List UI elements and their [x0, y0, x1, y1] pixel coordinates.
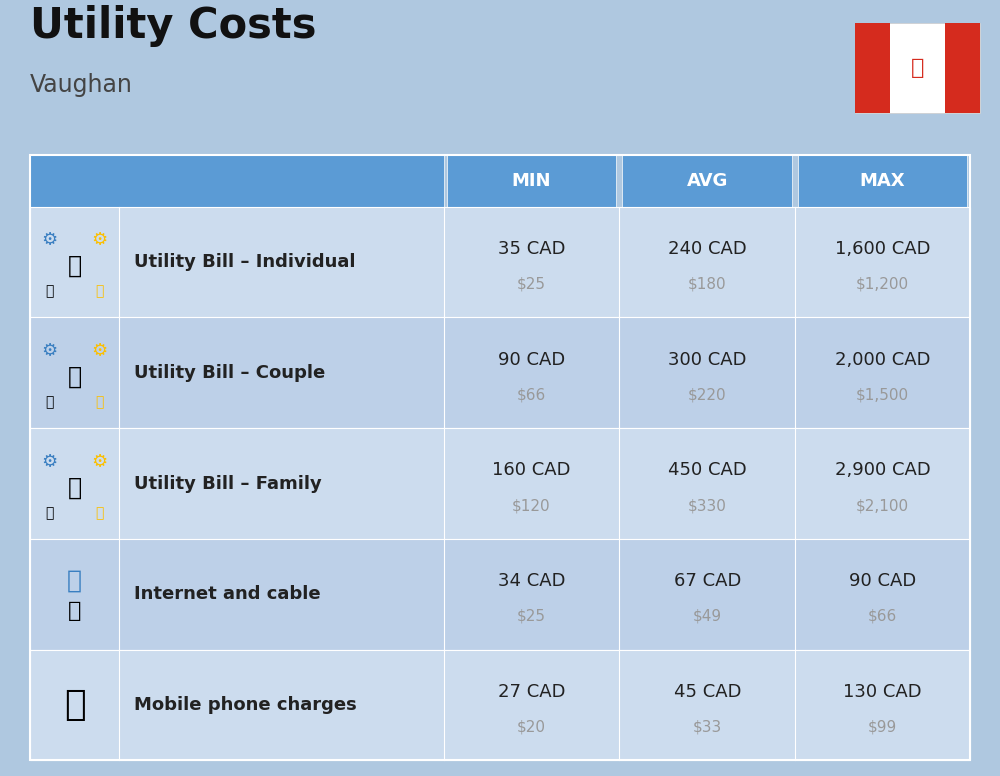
Text: 45 CAD: 45 CAD: [674, 683, 741, 701]
Text: 90 CAD: 90 CAD: [498, 351, 565, 369]
Text: ⚙: ⚙: [92, 453, 108, 471]
Text: $66: $66: [517, 387, 546, 403]
Text: $33: $33: [693, 720, 722, 735]
Text: AVG: AVG: [687, 172, 728, 190]
Bar: [30, 650, 970, 760]
Text: ⚙: ⚙: [92, 342, 108, 360]
Text: 90 CAD: 90 CAD: [849, 572, 916, 590]
Text: ⚙: ⚙: [92, 231, 108, 249]
Bar: [30, 539, 970, 650]
Text: $120: $120: [512, 498, 551, 513]
Text: 240 CAD: 240 CAD: [668, 240, 747, 258]
Text: 1,600 CAD: 1,600 CAD: [835, 240, 930, 258]
Text: 35 CAD: 35 CAD: [498, 240, 565, 258]
Text: $25: $25: [517, 277, 546, 292]
Text: MIN: MIN: [512, 172, 551, 190]
Text: $49: $49: [693, 609, 722, 624]
Text: 160 CAD: 160 CAD: [492, 461, 571, 480]
Text: ⚙: ⚙: [42, 342, 58, 360]
Text: Vaughan: Vaughan: [30, 73, 133, 97]
Text: $25: $25: [517, 609, 546, 624]
Bar: [855, 23, 890, 113]
Text: $330: $330: [688, 498, 727, 513]
Text: 27 CAD: 27 CAD: [498, 683, 565, 701]
Text: 📱: 📱: [64, 688, 85, 722]
Bar: [30, 155, 444, 206]
Text: $1,200: $1,200: [856, 277, 909, 292]
Text: $2,100: $2,100: [856, 498, 909, 513]
Text: 🔌: 🔌: [95, 506, 104, 520]
Text: ⚙: ⚙: [42, 231, 58, 249]
Bar: [945, 23, 980, 113]
Text: 300 CAD: 300 CAD: [668, 351, 747, 369]
Text: Utility Bill – Family: Utility Bill – Family: [134, 475, 322, 493]
Bar: [798, 155, 967, 206]
Bar: [30, 428, 970, 539]
Text: 🍁: 🍁: [911, 58, 924, 78]
Text: 🔌: 🔌: [95, 285, 104, 299]
Text: 🔌: 🔌: [45, 506, 54, 520]
Text: Internet and cable: Internet and cable: [134, 585, 321, 603]
Bar: [622, 155, 792, 206]
Text: 🔌: 🔌: [45, 285, 54, 299]
Text: 67 CAD: 67 CAD: [674, 572, 741, 590]
Text: $180: $180: [688, 277, 727, 292]
Text: 🔌: 🔌: [95, 395, 104, 409]
Bar: [30, 206, 970, 317]
Text: 🧑: 🧑: [68, 254, 82, 278]
Text: Utility Bill – Couple: Utility Bill – Couple: [134, 364, 326, 382]
Text: $99: $99: [868, 720, 897, 735]
Text: 2,900 CAD: 2,900 CAD: [835, 461, 930, 480]
Text: 130 CAD: 130 CAD: [843, 683, 922, 701]
Text: $66: $66: [868, 609, 897, 624]
Text: Mobile phone charges: Mobile phone charges: [134, 696, 357, 714]
Text: $1,500: $1,500: [856, 387, 909, 403]
Text: 🧑: 🧑: [68, 365, 82, 389]
Text: 🧑: 🧑: [68, 476, 82, 500]
Bar: [447, 155, 616, 206]
Bar: [30, 317, 970, 428]
Bar: [30, 155, 970, 760]
Text: 🖥: 🖥: [68, 601, 81, 622]
Text: 🔌: 🔌: [45, 395, 54, 409]
Text: 📶: 📶: [67, 568, 82, 592]
Text: ⚙: ⚙: [42, 453, 58, 471]
Text: $20: $20: [517, 720, 546, 735]
Text: MAX: MAX: [860, 172, 905, 190]
Text: 34 CAD: 34 CAD: [498, 572, 565, 590]
Text: Utility Costs: Utility Costs: [30, 5, 316, 47]
Text: Utility Bill – Individual: Utility Bill – Individual: [134, 253, 356, 271]
Text: 2,000 CAD: 2,000 CAD: [835, 351, 930, 369]
Text: $220: $220: [688, 387, 727, 403]
Bar: [855, 23, 980, 113]
Text: 450 CAD: 450 CAD: [668, 461, 747, 480]
